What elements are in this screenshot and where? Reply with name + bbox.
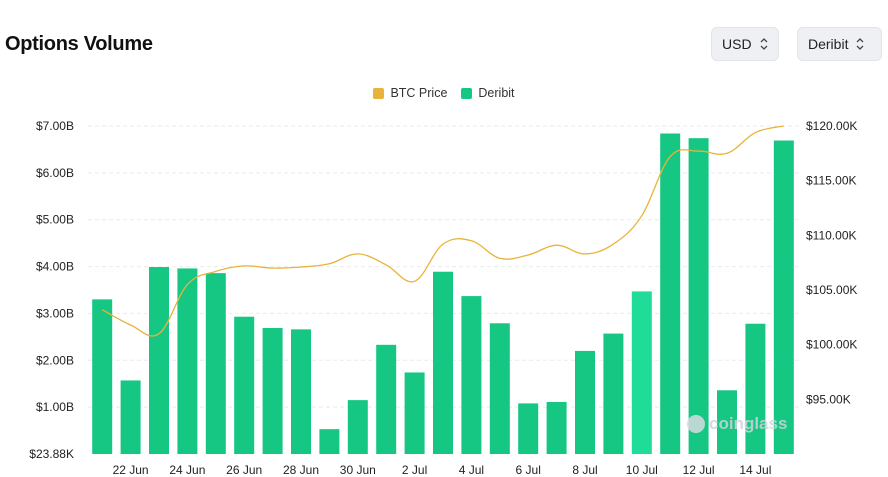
bar-deribit bbox=[688, 138, 709, 454]
currency-select[interactable]: USD bbox=[711, 27, 779, 61]
x-tick-label: 26 Jun bbox=[226, 463, 262, 477]
bar-deribit bbox=[262, 327, 283, 454]
bar-deribit bbox=[404, 372, 425, 454]
bar-deribit bbox=[575, 350, 595, 454]
y-left-tick-label: $5.00B bbox=[36, 213, 74, 227]
x-tick-label: 8 Jul bbox=[572, 463, 597, 477]
y-left-tick-label: $7.00B bbox=[36, 119, 74, 133]
x-tick-label: 28 Jun bbox=[283, 463, 319, 477]
bar-deribit bbox=[347, 400, 368, 454]
bar-deribit bbox=[234, 316, 255, 454]
exchange-select-value: Deribit bbox=[808, 36, 849, 52]
legend-label-btc-price: BTC Price bbox=[390, 86, 448, 100]
page-title: Options Volume bbox=[5, 33, 153, 55]
currency-select-value: USD bbox=[722, 36, 752, 52]
bar-deribit bbox=[489, 323, 510, 454]
watermark: coinglass bbox=[687, 414, 787, 434]
x-tick-label: 2 Jul bbox=[402, 463, 427, 477]
x-tick-label: 24 Jun bbox=[169, 463, 205, 477]
x-tick-label: 6 Jul bbox=[516, 463, 541, 477]
bar-deribit bbox=[177, 268, 198, 454]
chart-legend: BTC Price Deribit bbox=[0, 86, 888, 100]
y-right-tick-label: $95.00K bbox=[806, 392, 851, 406]
x-tick-label: 12 Jul bbox=[683, 463, 715, 477]
x-tick-label: 4 Jul bbox=[459, 463, 484, 477]
line-btc-price bbox=[101, 125, 784, 337]
legend-swatch-btc-price bbox=[373, 87, 385, 99]
y-left-tick-label: $2.00B bbox=[36, 353, 74, 367]
bar-deribit bbox=[149, 267, 169, 454]
coinglass-logo-icon bbox=[687, 415, 705, 433]
legend-item-deribit[interactable]: Deribit bbox=[461, 86, 515, 100]
y-left-tick-label: $3.00B bbox=[36, 306, 74, 320]
bar-deribit bbox=[319, 429, 340, 454]
legend-item-btc-price[interactable]: BTC Price bbox=[373, 86, 447, 100]
bar-deribit bbox=[773, 140, 794, 455]
bar-deribit bbox=[92, 299, 113, 454]
y-left-tick-label: $4.00B bbox=[36, 260, 74, 274]
bar-deribit bbox=[433, 271, 453, 454]
x-tick-label: 22 Jun bbox=[113, 463, 149, 477]
y-right-tick-label: $115.00K bbox=[806, 174, 857, 188]
y-left-tick-label: $6.00B bbox=[36, 166, 74, 180]
x-tick-label: 30 Jun bbox=[340, 463, 376, 477]
exchange-select[interactable]: Deribit bbox=[797, 27, 882, 61]
chevron-up-down-icon bbox=[856, 37, 864, 51]
bar-deribit bbox=[717, 390, 737, 454]
bar-deribit bbox=[546, 401, 567, 454]
bar-deribit bbox=[518, 403, 539, 454]
y-right-tick-label: $110.00K bbox=[806, 228, 857, 242]
bar-deribit bbox=[120, 380, 141, 454]
bar-deribit bbox=[461, 296, 482, 454]
bar-deribit bbox=[291, 329, 311, 454]
x-tick-label: 14 Jul bbox=[739, 463, 771, 477]
bar-deribit bbox=[603, 333, 624, 454]
bar-deribit bbox=[660, 133, 681, 455]
y-right-tick-label: $105.00K bbox=[806, 283, 857, 297]
x-tick-label: 10 Jul bbox=[626, 463, 658, 477]
bar-deribit bbox=[376, 344, 397, 454]
y-left-tick-label: $23.88K bbox=[29, 447, 74, 461]
y-left-tick-label: $1.00B bbox=[36, 400, 74, 414]
legend-label-deribit: Deribit bbox=[478, 86, 515, 100]
bar-deribit bbox=[205, 273, 226, 454]
legend-swatch-deribit bbox=[461, 87, 473, 99]
bar-deribit bbox=[745, 323, 766, 454]
y-right-tick-label: $100.00K bbox=[806, 338, 857, 352]
bar-deribit bbox=[631, 291, 652, 454]
watermark-text: coinglass bbox=[709, 414, 788, 433]
chevron-up-down-icon bbox=[760, 37, 768, 51]
y-right-tick-label: $120.00K bbox=[806, 119, 857, 133]
